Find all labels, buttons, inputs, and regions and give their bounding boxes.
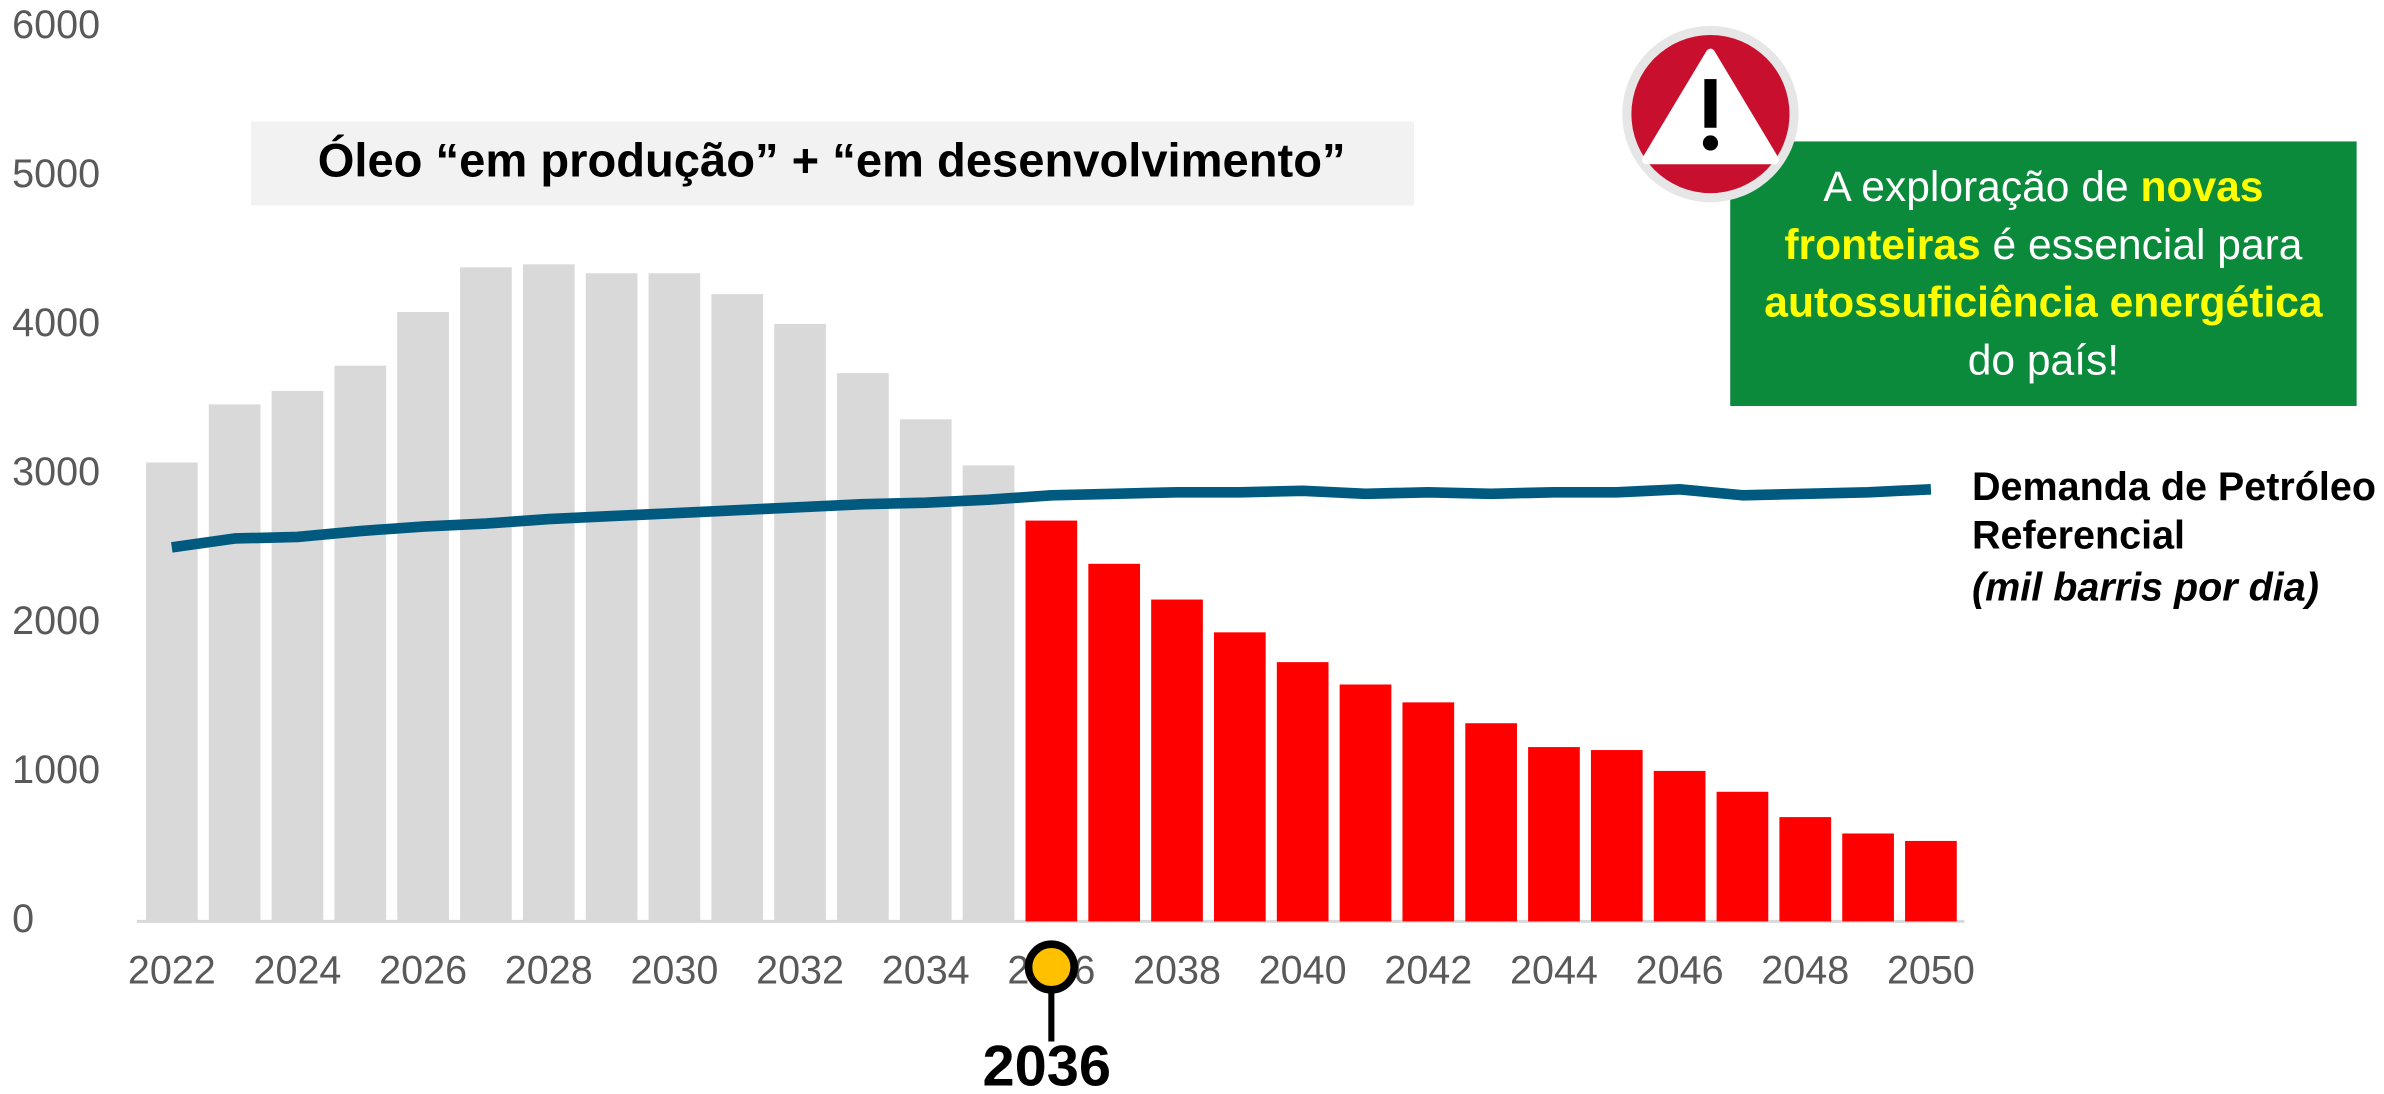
bar xyxy=(1465,723,1517,922)
bar xyxy=(711,294,764,922)
callout-text: fronteiras xyxy=(1784,221,1980,269)
x-tick-label: 2030 xyxy=(630,949,718,993)
demand-line xyxy=(171,483,1932,553)
x-tick-label: 2038 xyxy=(1133,949,1221,993)
x-tick-label: 2046 xyxy=(1636,949,1724,993)
marker-dot xyxy=(1024,940,1078,994)
bar xyxy=(397,311,449,922)
bar xyxy=(1402,702,1455,922)
bar xyxy=(208,404,261,922)
bar xyxy=(460,267,512,922)
bar xyxy=(648,273,701,922)
callout-text: é essencial para xyxy=(1981,221,2303,269)
y-tick-label: 0 xyxy=(12,897,34,941)
bar xyxy=(962,465,1015,922)
callout-line: autossuficiência energética xyxy=(1764,279,2323,327)
line-label: Referencial xyxy=(1972,514,2185,558)
y-tick-label: 4000 xyxy=(12,301,100,345)
bar xyxy=(334,365,387,922)
bar xyxy=(899,419,952,922)
x-tick-label: 2024 xyxy=(253,949,341,993)
y-tick-label: 2000 xyxy=(12,599,100,643)
x-tick-label: 2022 xyxy=(128,949,216,993)
marker-label: 2036 xyxy=(983,1035,1112,1094)
bar xyxy=(1213,632,1266,922)
bar xyxy=(837,373,889,922)
x-tick-label: 2034 xyxy=(882,949,970,993)
y-tick-label: 3000 xyxy=(12,450,100,494)
warning-icon xyxy=(1622,25,1799,203)
bar xyxy=(1716,791,1769,922)
line-unit: (mil barris por dia) xyxy=(1972,565,2319,609)
bar xyxy=(1151,599,1203,922)
bar xyxy=(1339,684,1392,922)
bar xyxy=(1905,840,1957,922)
bar xyxy=(1088,563,1141,922)
x-tick-label: 2032 xyxy=(756,949,844,993)
x-tick-label: 2040 xyxy=(1259,949,1347,993)
callout-line: A exploração de novas xyxy=(1823,163,2263,211)
x-tick-label: 2028 xyxy=(505,949,593,993)
y-tick-label: 6000 xyxy=(12,3,100,47)
bar xyxy=(1779,817,1832,922)
x-tick-label: 2026 xyxy=(379,949,467,993)
x-tick-label: 2044 xyxy=(1510,949,1598,993)
bar xyxy=(1025,520,1078,922)
line-label: Demanda de Petróleo xyxy=(1972,465,2376,509)
bar xyxy=(522,264,575,922)
bar xyxy=(585,273,638,922)
x-tick-label: 2042 xyxy=(1384,949,1472,993)
bar xyxy=(774,323,826,922)
x-tick-label: 2050 xyxy=(1887,949,1975,993)
bar xyxy=(1842,833,1894,922)
bar xyxy=(1276,662,1329,922)
callout-line: fronteiras é essencial para xyxy=(1784,221,2302,269)
callout-text: do país! xyxy=(1968,337,2119,385)
callout-line: do país! xyxy=(1968,337,2119,385)
bar xyxy=(1590,750,1643,922)
chart-title: Óleo “em produção” + “em desenvolvimento… xyxy=(318,134,1346,187)
callout-text: autossuficiência energética xyxy=(1764,279,2323,327)
callout-text: novas xyxy=(2140,163,2263,211)
callout-text: A exploração de xyxy=(1823,163,2140,211)
bar xyxy=(271,390,324,922)
title-box xyxy=(250,121,1414,206)
y-tick-label: 1000 xyxy=(12,748,100,792)
x-tick-label: 2048 xyxy=(1761,949,1849,993)
bar xyxy=(1653,770,1706,922)
bar xyxy=(145,462,198,922)
y-tick-label: 5000 xyxy=(12,152,100,196)
bar xyxy=(1528,747,1580,922)
callout-box xyxy=(1730,141,2357,406)
